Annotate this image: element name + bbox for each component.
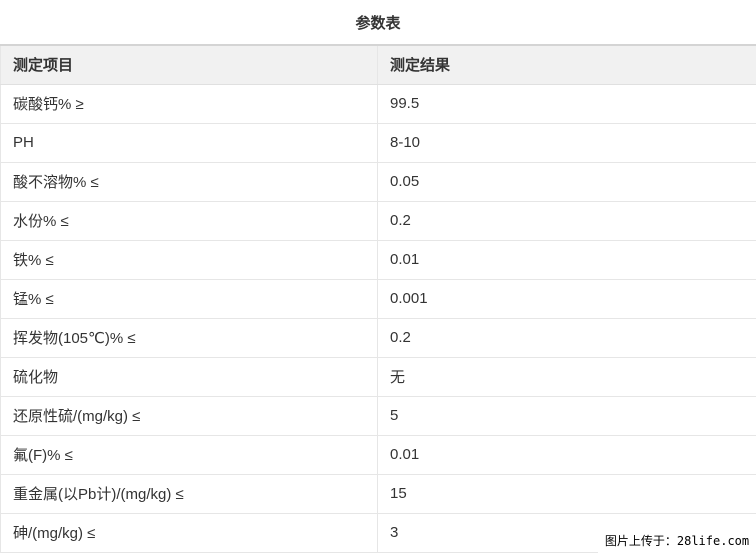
table-row: 碳酸钙% ≥ 99.5 <box>0 83 756 124</box>
table-row: 铁% ≤ 0.01 <box>0 239 756 280</box>
item-cell: 挥发物(105℃)% ≤ <box>0 317 378 358</box>
table-row: 锰% ≤ 0.001 <box>0 278 756 319</box>
item-cell: 铁% ≤ <box>0 239 378 280</box>
parameters-table: 测定项目 测定结果 碳酸钙% ≥ 99.5 PH 8-10 酸不溶物% ≤ 0.… <box>0 44 756 553</box>
table-row: 重金属(以Pb计)/(mg/kg) ≤ 15 <box>0 473 756 514</box>
watermark: 图片上传于：28life.com <box>598 527 756 554</box>
table-row: 氟(F)% ≤ 0.01 <box>0 434 756 475</box>
value-cell: 99.5 <box>377 83 756 124</box>
table-row: 水份% ≤ 0.2 <box>0 200 756 241</box>
table-row: 挥发物(105℃)% ≤ 0.2 <box>0 317 756 358</box>
table-header-row: 测定项目 测定结果 <box>0 44 756 85</box>
item-cell: PH <box>0 122 378 163</box>
item-cell: 重金属(以Pb计)/(mg/kg) ≤ <box>0 473 378 514</box>
item-cell: 酸不溶物% ≤ <box>0 161 378 202</box>
value-cell: 5 <box>377 395 756 436</box>
value-cell: 8-10 <box>377 122 756 163</box>
table-row: 还原性硫/(mg/kg) ≤ 5 <box>0 395 756 436</box>
item-cell: 氟(F)% ≤ <box>0 434 378 475</box>
item-cell: 锰% ≤ <box>0 278 378 319</box>
item-cell: 硫化物 <box>0 356 378 397</box>
value-cell: 0.001 <box>377 278 756 319</box>
table-row: 砷/(mg/kg) ≤ 3 <box>0 512 756 553</box>
header-cell-value: 测定结果 <box>377 44 756 85</box>
page-title: 参数表 <box>355 14 401 32</box>
item-cell: 碳酸钙% ≥ <box>0 83 378 124</box>
value-cell: 15 <box>377 473 756 514</box>
value-cell: 0.01 <box>377 239 756 280</box>
value-cell: 0.01 <box>377 434 756 475</box>
item-cell: 砷/(mg/kg) ≤ <box>0 512 378 553</box>
value-cell: 0.05 <box>377 161 756 202</box>
value-cell: 无 <box>377 356 756 397</box>
table-row: 硫化物 无 <box>0 356 756 397</box>
value-cell: 0.2 <box>377 200 756 241</box>
table-row: 酸不溶物% ≤ 0.05 <box>0 161 756 202</box>
value-cell: 0.2 <box>377 317 756 358</box>
item-cell: 还原性硫/(mg/kg) ≤ <box>0 395 378 436</box>
item-cell: 水份% ≤ <box>0 200 378 241</box>
header-cell-item: 测定项目 <box>0 44 378 85</box>
table-row: PH 8-10 <box>0 122 756 163</box>
